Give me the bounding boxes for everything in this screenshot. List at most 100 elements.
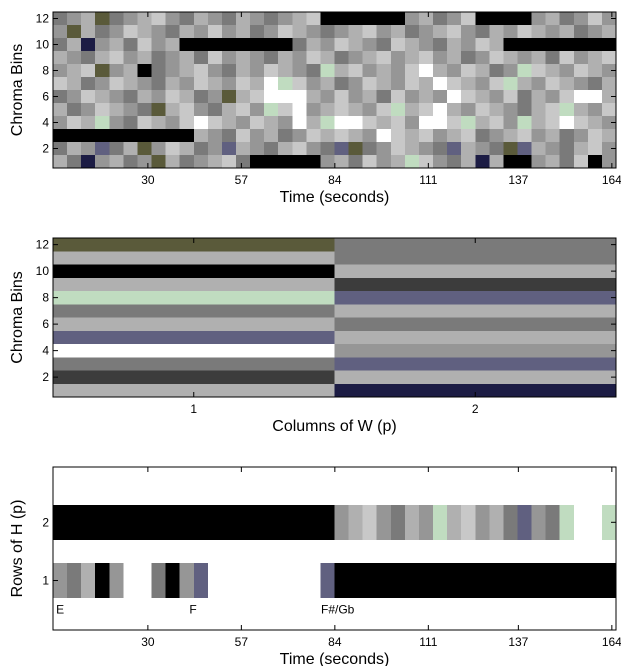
heatmap-cell: [517, 90, 532, 103]
heatmap-cell: [207, 38, 223, 51]
heatmap-cell: [207, 504, 223, 540]
heatmap-cell: [109, 155, 124, 168]
heatmap-cell: [123, 25, 138, 38]
heatmap-cell: [53, 12, 68, 25]
heatmap-cell: [601, 103, 617, 116]
y-tick-label: 2: [42, 370, 49, 384]
heatmap-cell: [404, 51, 420, 64]
heatmap-cell: [503, 90, 518, 103]
heatmap-cell: [362, 504, 378, 540]
heatmap-cell: [489, 155, 504, 168]
heatmap-cell: [475, 90, 490, 103]
heatmap-cell: [53, 38, 68, 51]
heatmap-cell: [348, 116, 364, 129]
heatmap-cell: [545, 103, 561, 116]
heatmap-cell: [475, 51, 490, 64]
heatmap-cell: [95, 129, 110, 142]
x-tick-label: 30: [141, 173, 155, 187]
heatmap-cell: [109, 116, 124, 129]
heatmap-cell: [418, 64, 434, 77]
heatmap-cell: [67, 77, 82, 90]
heatmap-cell: [221, 155, 237, 168]
heatmap-cell: [264, 90, 279, 103]
heatmap-cell: [559, 504, 575, 540]
heatmap-cell: [179, 64, 195, 77]
heatmap-cell: [573, 64, 589, 77]
heatmap-cell: [334, 330, 617, 344]
y-tick-label: 4: [42, 344, 49, 358]
heatmap-cell: [461, 504, 476, 540]
heatmap-cell: [559, 116, 575, 129]
heatmap-cell: [320, 129, 335, 142]
heatmap-cell: [221, 77, 237, 90]
heatmap-cell: [447, 38, 462, 51]
heatmap-cell: [475, 142, 490, 155]
heatmap-cell: [123, 129, 138, 142]
heatmap-cell: [334, 344, 617, 358]
heatmap-cell: [334, 129, 349, 142]
heatmap-cell: [137, 103, 152, 116]
heatmap-cell: [306, 129, 321, 142]
heatmap-cell: [545, 51, 561, 64]
heatmap-cell: [531, 25, 547, 38]
heatmap-cell: [404, 77, 420, 90]
heatmap-cell: [264, 38, 279, 51]
heatmap-cell: [517, 504, 532, 540]
heatmap-cell: [545, 563, 561, 598]
heatmap-cell: [193, 504, 209, 540]
heatmap-cell: [503, 25, 518, 38]
heatmap-cell: [489, 12, 504, 25]
heatmap-cell: [250, 25, 265, 38]
heatmap-cell: [53, 563, 68, 598]
heatmap-cell: [67, 90, 82, 103]
heatmap-cell: [362, 12, 378, 25]
heatmap-cell: [179, 12, 195, 25]
heatmap-cell: [123, 142, 138, 155]
heatmap-cell: [207, 90, 223, 103]
heatmap-cell: [517, 103, 532, 116]
heatmap-cell: [207, 51, 223, 64]
y-tick-label: 6: [42, 317, 49, 331]
heatmap-cell: [165, 155, 181, 168]
heatmap-cell: [53, 291, 335, 305]
heatmap-cell: [559, 142, 575, 155]
heatmap-cell: [264, 103, 279, 116]
heatmap-cell: [250, 77, 265, 90]
heatmap-cell: [193, 116, 209, 129]
heatmap-cell: [334, 116, 349, 129]
heatmap-cell: [531, 51, 547, 64]
heatmap-cell: [53, 77, 68, 90]
heatmap-cell: [418, 38, 434, 51]
heatmap-cell: [137, 563, 152, 598]
heatmap-cell: [531, 64, 547, 77]
heatmap-cell: [376, 142, 392, 155]
heatmap-cell: [573, 116, 589, 129]
heatmap-cell: [376, 64, 392, 77]
heatmap-cell: [221, 90, 237, 103]
heatmap-cell: [433, 12, 448, 25]
heatmap-cell: [418, 129, 434, 142]
heatmap-cell: [193, 103, 209, 116]
heatmap-cell: [475, 103, 490, 116]
heatmap-cell: [235, 64, 251, 77]
heatmap-cell: [278, 563, 293, 598]
heatmap-cell: [334, 12, 349, 25]
heatmap-cell: [165, 563, 181, 598]
heatmap-cell: [193, 142, 209, 155]
heatmap-cell: [235, 25, 251, 38]
y-tick-label: 10: [36, 38, 50, 52]
heatmap-cell: [503, 116, 518, 129]
heatmap-cell: [53, 155, 68, 168]
heatmap-cell: [250, 103, 265, 116]
heatmap-cell: [320, 563, 335, 598]
heatmap-cell: [53, 304, 335, 318]
heatmap-cell: [404, 129, 420, 142]
y-tick-label: 12: [36, 12, 50, 26]
heatmap-cell: [278, 142, 293, 155]
heatmap-cell: [123, 77, 138, 90]
heatmap-cell: [250, 504, 265, 540]
heatmap-cell: [95, 77, 110, 90]
heatmap-cell: [433, 155, 448, 168]
heatmap-cell: [53, 90, 68, 103]
